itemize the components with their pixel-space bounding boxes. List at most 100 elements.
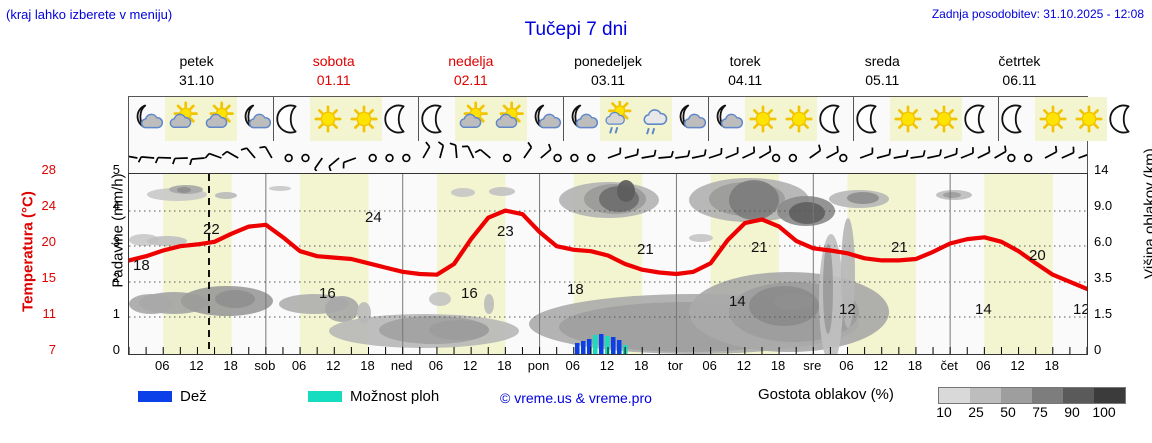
temperature-label: 16: [319, 285, 336, 302]
x-tick-label: 12: [1010, 358, 1025, 373]
cloud-density-step: [1063, 388, 1094, 403]
x-tick-label: 18: [360, 358, 375, 373]
day-header-sreda: sreda 05.11: [814, 52, 951, 92]
sun-icon: [926, 97, 962, 141]
moon-cloud-icon: [129, 97, 165, 141]
x-tick-label: 18: [1044, 358, 1060, 373]
wind-barb-row: [120, 141, 1092, 175]
temp-tick: 7: [48, 342, 56, 357]
cloud-density-step-label: 100: [1092, 404, 1116, 420]
prec-tick: 1: [112, 306, 120, 321]
prec-tick: 3: [112, 234, 120, 249]
shower-color-swatch: [308, 391, 342, 403]
moon-icon: [817, 97, 853, 141]
temperature-label: 18: [133, 257, 150, 274]
wind-barbs-svg: [120, 141, 1092, 175]
icon-day-ponedeljek: [564, 97, 709, 141]
temp-tick: 24: [41, 198, 56, 213]
temperature-label: 12: [1073, 301, 1087, 318]
moon-icon: [419, 97, 455, 141]
x-tick-label: 06: [291, 358, 307, 373]
sun-icon: [890, 97, 926, 141]
precipitation-bar: [611, 337, 616, 354]
x-tick-label: 06: [976, 358, 991, 373]
x-tick-label: čet: [940, 358, 958, 373]
icon-day-nedelja: [419, 97, 564, 141]
cloud-tick: 14: [1094, 162, 1109, 177]
temperature-label: 14: [975, 301, 992, 318]
icon-day-četrtek: [999, 97, 1143, 141]
cloud-tick: 1.5: [1094, 306, 1113, 321]
sun-icon: [346, 97, 382, 141]
icon-day-sreda: [854, 97, 999, 141]
day-date: 05.11: [865, 72, 900, 88]
prec-tick: 0: [112, 342, 120, 357]
day-header-torek: torek 04.11: [677, 52, 814, 92]
sun-icon: [781, 97, 817, 141]
x-tick-label: 06: [565, 358, 581, 373]
moon-cloud-icon: [237, 97, 273, 141]
day-date: 31.10: [179, 72, 215, 88]
x-tick-label: 06: [839, 358, 854, 373]
sun-icon: [310, 97, 346, 141]
x-tick-label: 12: [599, 358, 615, 373]
day-header-sobota: sobota 01.11: [265, 52, 402, 92]
moon-icon: [274, 97, 310, 141]
cloud-density-step: [1001, 388, 1032, 403]
precipitation-bar: [599, 334, 604, 354]
cloud-density-scale: [938, 387, 1126, 404]
icon-day-sobota: [274, 97, 419, 141]
legend-item-shower: Možnost ploh: [308, 388, 439, 406]
precipitation-bar: [605, 336, 610, 354]
chart-legend: Dež Možnost ploh © vreme.us & vreme.pro …: [128, 386, 1126, 426]
day-header-ponedeljek: ponedeljek 03.11: [539, 52, 676, 92]
day-header-nedelja: nedelja 02.11: [402, 52, 539, 92]
cloud-density-step-label: 10: [936, 404, 952, 420]
x-tick-label: 12: [189, 358, 204, 373]
day-date: 01.11: [316, 72, 351, 88]
x-tick-label: 06: [154, 358, 170, 373]
forecast-plot: 18 22 16 24 16 23 18 21 14 21 12 21 14 20 12: [128, 173, 1088, 355]
temperature-curve: [129, 208, 1087, 291]
day-name: nedelja: [448, 53, 494, 69]
icon-day-torek: [709, 97, 854, 141]
temperature-label: 21: [751, 239, 768, 256]
page-title: Tučepi 7 dni: [524, 19, 628, 40]
day-date: 04.11: [728, 72, 763, 88]
plot-svg: 18 22 16 24 16 23 18 21 14 21 12 21 14 20 12: [129, 174, 1087, 354]
moon-icon: [382, 97, 418, 141]
temperature-label: 24: [365, 209, 382, 226]
temperature-label: 20: [1029, 247, 1046, 264]
icon-day-petek: [129, 97, 274, 141]
cloud-tick: 6.0: [1094, 234, 1113, 249]
temperature-label: 12: [839, 301, 856, 318]
cloud-density-step: [939, 388, 970, 403]
sun-cloud-icon: [201, 97, 237, 141]
cloud-density-step-label: 75: [1032, 404, 1048, 420]
precipitation-bar: [575, 343, 580, 354]
x-tick-label: 06: [428, 358, 444, 373]
moon-cloud-icon: [527, 97, 563, 141]
x-tick-label: 18: [633, 358, 649, 373]
copyright-notice[interactable]: © vreme.us & vreme.pro: [500, 390, 652, 406]
prec-tick: 4: [112, 198, 120, 213]
day-name: torek: [729, 53, 761, 69]
cloud-density-step-label: 90: [1064, 404, 1080, 420]
x-tick-label: sre: [803, 358, 822, 373]
day-header-četrtek: četrtek 06.11: [951, 52, 1088, 92]
day-date: 02.11: [453, 72, 488, 88]
temperature-label: 21: [637, 241, 654, 258]
temp-tick: 11: [42, 306, 57, 321]
sun-icon: [745, 97, 781, 141]
x-tick-label: 12: [462, 358, 478, 373]
cloud-density-step-label: 50: [1000, 404, 1016, 420]
cloud-tick: 0: [1094, 342, 1102, 357]
precipitation-bar: [617, 340, 622, 354]
x-tick-label: 18: [497, 358, 512, 373]
x-tick-label: sob: [254, 358, 276, 373]
legend-item-rain: Dež: [138, 388, 207, 406]
cloud-height-axis-title: Višina oblakov (km): [1141, 148, 1152, 279]
location-hint: (kraj lahko izberete v meniju): [6, 7, 173, 22]
x-tick-label: 06: [702, 358, 717, 373]
temp-tick: 15: [41, 270, 56, 285]
